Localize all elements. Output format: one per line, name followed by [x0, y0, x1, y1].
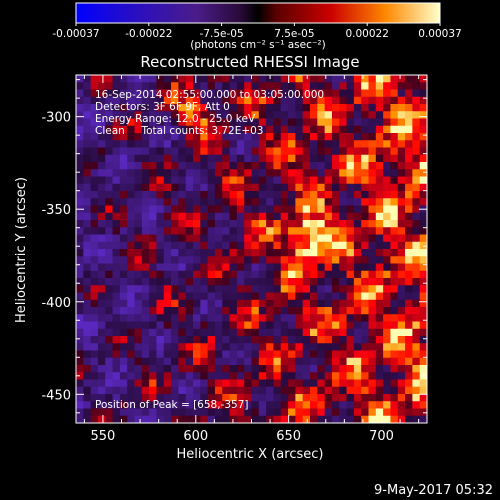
x-tick-label: 650 — [276, 429, 301, 444]
colorbar-units: (photons cm⁻² s⁻¹ asec⁻²) — [190, 39, 325, 51]
image-panel: 550 600 650 700 -300 -350 -400 -450 — [41, 74, 428, 444]
colorbar-tick-label: -0.00037 — [52, 28, 99, 40]
info-line-time: 16-Sep-2014 02:55:00.000 to 03:05:00.000 — [95, 89, 324, 101]
info-line-energy: Energy Range: 12.0 - 25.0 keV — [95, 113, 256, 125]
y-tick-label: -350 — [41, 203, 71, 218]
x-axis-label: Heliocentric X (arcsec) — [177, 447, 324, 462]
peak-position-label: Position of Peak = [658,-357] — [95, 399, 249, 411]
colorbar-tick-label: 7.5e-05 — [274, 28, 314, 40]
colorbar-tick-label: -7.5e-05 — [200, 28, 244, 40]
info-line-counts: Clean Total counts: 3.72E+03 — [95, 125, 264, 137]
x-tick-label: 600 — [183, 429, 208, 444]
x-tick-label: 700 — [369, 429, 394, 444]
colorbar-tick-label: -0.00022 — [125, 28, 172, 40]
x-tick-label: 550 — [91, 429, 116, 444]
info-line-detectors: Detectors: 3F 6F 9F, Att 0 — [95, 101, 230, 113]
colorbar-tick-label: 0.00022 — [345, 28, 388, 40]
heatmap-pixels — [76, 75, 428, 424]
plot-title: Reconstructed RHESSI Image — [140, 53, 359, 71]
y-tick-label: -300 — [41, 111, 71, 126]
colorbar-tick-label: 0.00037 — [418, 28, 461, 40]
info-overlay: 16-Sep-2014 02:55:00.000 to 03:05:00.000… — [95, 89, 324, 411]
colorbar-gradient — [75, 2, 441, 24]
footer-timestamp: 9-May-2017 05:32 — [374, 483, 493, 498]
colorbar-ticks: -0.00037 -0.00022 -7.5e-05 7.5e-05 0.00022 0.… — [52, 23, 462, 40]
y-tick-label: -450 — [41, 388, 71, 403]
colorbar: -0.00037 -0.00022 -7.5e-05 7.5e-05 0.00022 0.… — [52, 2, 462, 51]
axis-ticks: 550 600 650 700 -300 -350 -400 -450 — [41, 75, 427, 444]
y-axis-label: Heliocentric Y (arcsec) — [14, 177, 29, 323]
y-tick-label: -400 — [41, 296, 71, 311]
